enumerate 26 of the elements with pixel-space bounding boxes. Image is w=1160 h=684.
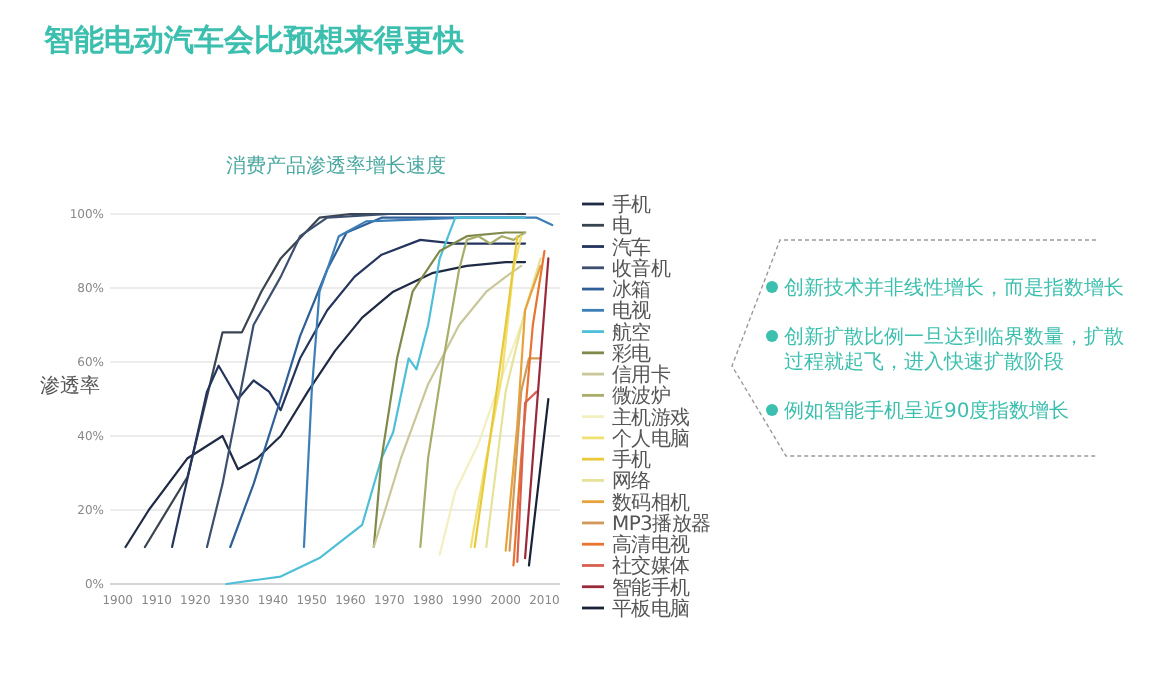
legend-label: 汽车 <box>612 235 652 260</box>
legend-label: 社交媒体 <box>612 554 691 579</box>
legend-label: 手机 <box>612 448 652 473</box>
legend-label: MP3播放器 <box>612 511 712 536</box>
text: 例如智能手机呈近90度指数增长 <box>784 399 1070 423</box>
chart-title: 智能电动汽车会比预想来得更快 <box>42 22 466 58</box>
legend-label: 网络 <box>612 469 652 494</box>
legend-label: 电 <box>612 214 632 239</box>
legend-label: 彩电 <box>612 341 652 366</box>
legend-label: 收音机 <box>612 256 671 281</box>
legend-label: 高清电视 <box>612 533 691 558</box>
legend-label: 个人电脑 <box>612 426 691 451</box>
legend-label: 微波炉 <box>612 384 671 409</box>
legend-label: 手机 <box>612 193 652 217</box>
y-axis-title: 渗透率 <box>40 374 100 398</box>
legend-label: 平板电脑 <box>612 597 691 621</box>
legend-label: 电视 <box>612 299 652 324</box>
chart-subtitle: 消费产品渗透率增长速度 <box>226 154 446 178</box>
text: 创新扩散比例一旦达到临界数量，扩散过程就起飞，进入快速扩散阶段 <box>784 325 1124 374</box>
legend-label: 数码相机 <box>612 490 691 515</box>
text: 创新技术并非线性增长，而是指数增长 <box>784 276 1124 300</box>
legend-label: 主机游戏 <box>612 405 691 430</box>
legend-label: 信用卡 <box>612 363 671 388</box>
legend-label: 智能手机 <box>612 575 691 600</box>
legend-label: 航空 <box>612 320 652 345</box>
legend-label: 冰箱 <box>612 278 652 303</box>
